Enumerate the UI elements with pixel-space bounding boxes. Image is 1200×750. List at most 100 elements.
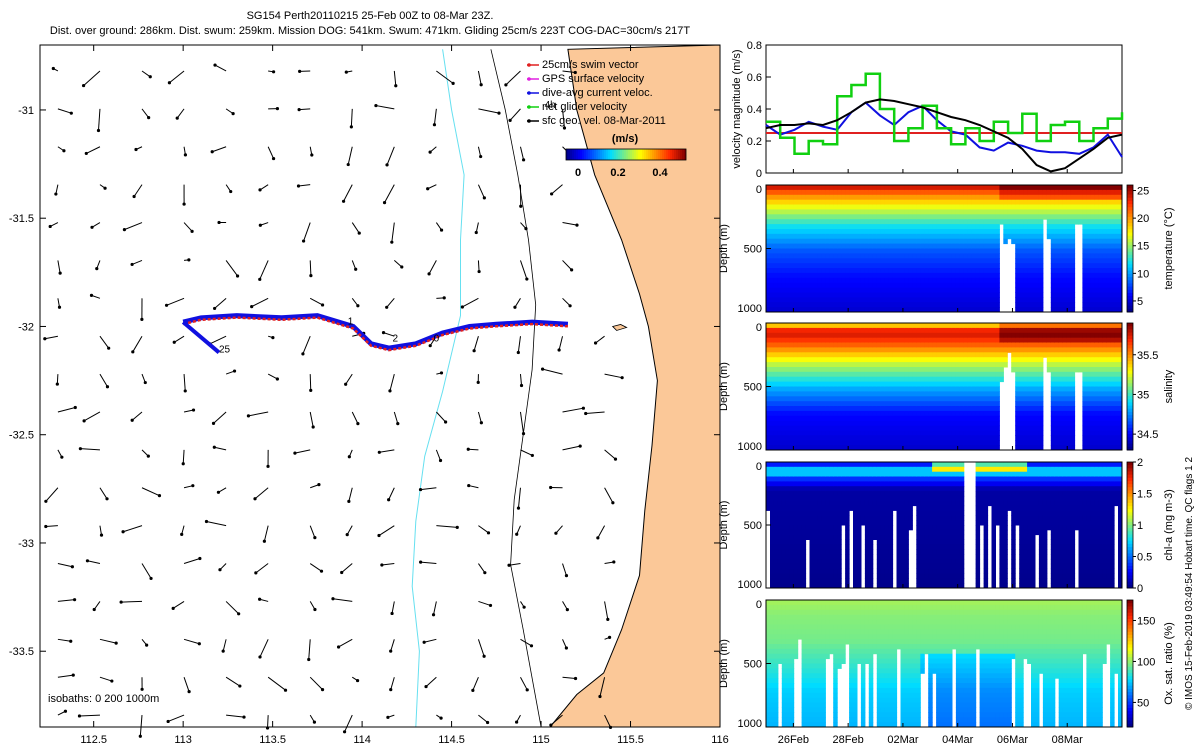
section-cell	[766, 401, 771, 407]
section-cell	[770, 352, 775, 358]
section-cell	[809, 391, 814, 397]
section-cell	[951, 371, 957, 378]
section-cell	[872, 391, 878, 397]
section-cell	[936, 435, 941, 441]
section-cell	[805, 323, 811, 329]
section-cell	[785, 401, 791, 407]
section-cell	[1062, 204, 1068, 210]
section-cell	[1015, 352, 1020, 358]
section-cell	[864, 287, 870, 293]
section-cell	[1062, 209, 1068, 215]
section-cell	[1118, 268, 1123, 274]
section-cell	[1050, 243, 1056, 249]
section-cell	[1015, 248, 1020, 254]
section-cell	[773, 282, 779, 289]
section-cell	[872, 248, 878, 254]
section-cell	[995, 209, 1000, 215]
current-arrow	[44, 335, 58, 340]
section-cell	[1106, 258, 1111, 264]
section-cell	[1106, 297, 1111, 303]
section-cell	[1074, 337, 1079, 344]
section-cell	[991, 209, 996, 215]
section-cell	[841, 243, 846, 249]
section-cell	[955, 425, 961, 431]
current-arrow-head	[519, 204, 523, 208]
section-cell	[868, 248, 874, 254]
section-cell	[959, 347, 965, 353]
section-cell	[829, 347, 834, 353]
section-cell	[928, 302, 933, 308]
section-cell	[1038, 224, 1044, 230]
section-cell	[864, 233, 870, 240]
section-cell	[1110, 287, 1115, 293]
track-label: 2	[393, 334, 399, 345]
section-cell	[797, 440, 803, 446]
section-cell	[983, 425, 989, 431]
section-cell	[841, 367, 846, 373]
section-cell	[900, 258, 905, 264]
section-cell	[880, 376, 886, 383]
section-cell	[781, 229, 787, 235]
legend-marker-swim	[527, 63, 531, 67]
current-arrow	[251, 297, 269, 308]
section-cell	[849, 445, 854, 451]
section-cell	[920, 297, 925, 303]
section-cell	[948, 406, 953, 412]
section-cell	[809, 238, 814, 245]
section-cell	[1015, 415, 1020, 422]
section-cell	[797, 248, 803, 254]
section-cell	[928, 229, 933, 235]
section-cell	[781, 420, 787, 427]
current-arrow-head	[466, 447, 470, 451]
section-cell	[999, 376, 1004, 383]
section-cell	[880, 415, 886, 422]
colorbar-cell	[638, 149, 641, 160]
section-cell	[959, 302, 965, 308]
section-cell	[983, 440, 989, 446]
section-cell	[936, 194, 941, 201]
section-cell	[860, 233, 866, 240]
section-cell	[940, 243, 945, 249]
section-cell	[944, 406, 949, 412]
section-cell	[770, 371, 775, 378]
section-cell	[1086, 229, 1091, 235]
section-cell	[797, 357, 803, 363]
section-cell	[1023, 272, 1028, 279]
section-cell	[888, 440, 894, 446]
section-cell	[777, 219, 783, 225]
section-colorbar-cell	[1127, 267, 1133, 272]
section-cell	[857, 415, 862, 422]
section-cell	[829, 253, 834, 259]
section-cell	[845, 185, 850, 191]
section-cell	[1062, 371, 1068, 378]
section-cell	[987, 292, 992, 298]
section-cell	[1015, 268, 1020, 274]
section-cell	[916, 362, 921, 368]
section-cell	[979, 199, 985, 206]
section-cell	[1038, 430, 1044, 436]
section-cell	[821, 185, 826, 191]
section-cell	[991, 263, 996, 269]
current-arrow-head	[147, 116, 151, 120]
section-cell	[995, 406, 1000, 412]
current-arrow-head	[347, 499, 351, 503]
current-arrow-head	[92, 607, 96, 612]
section-cell	[892, 209, 898, 215]
section-cell	[821, 401, 826, 407]
section-cell	[971, 415, 977, 422]
section-cell	[1118, 199, 1123, 206]
section-cell	[975, 229, 981, 235]
section-cell	[948, 268, 953, 274]
section-cell	[971, 204, 977, 210]
section-cell	[849, 376, 854, 383]
section-cell	[777, 243, 783, 249]
section-cell	[821, 194, 826, 201]
section-cell	[896, 401, 901, 407]
section-cell	[813, 352, 818, 358]
section-cell	[892, 376, 898, 383]
section-cell	[1050, 214, 1056, 220]
section-cell	[912, 185, 917, 191]
section-cell	[864, 415, 870, 422]
section-cell	[797, 229, 803, 235]
section-cell	[995, 376, 1000, 383]
